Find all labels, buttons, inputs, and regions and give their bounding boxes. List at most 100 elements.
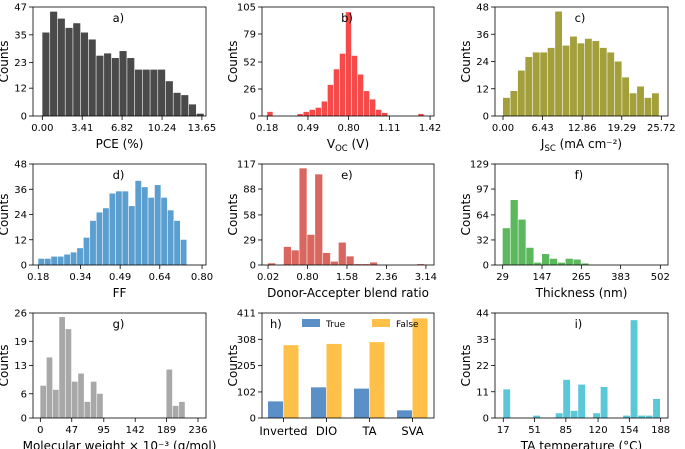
y-tick-label: 58 — [243, 210, 256, 221]
x-axis-label: Thickness (nm) — [535, 286, 628, 300]
chart-a: 0.00 3.41 6.82 10.24 13.65 0 12 23 35 47 a) Counts P… — [0, 3, 216, 152]
histogram-bar — [161, 197, 168, 265]
axes-frame — [494, 6, 669, 117]
histogram-bar — [134, 69, 143, 116]
histogram-bar — [65, 27, 73, 116]
histogram-bar — [502, 228, 510, 265]
y-tick-label: 32 — [476, 235, 489, 246]
histogram-bar — [119, 51, 127, 117]
histogram-bar — [42, 32, 50, 117]
x-tick-label: 17 — [497, 425, 510, 436]
y-tick-label: 19 — [14, 337, 27, 348]
histogram-bar — [142, 69, 150, 116]
y-tick-label: 26 — [243, 85, 256, 96]
histogram-bar — [645, 415, 653, 418]
y-tick-label: 23 — [14, 58, 27, 69]
x-tick-label: 3.41 — [71, 123, 93, 134]
x-tick-label: 51 — [528, 425, 541, 436]
histogram-bar — [299, 168, 307, 265]
histogram-bar — [382, 112, 388, 116]
y-tick-label: 0 — [483, 112, 489, 123]
histogram-bar — [297, 113, 303, 116]
histogram-bar — [174, 220, 181, 265]
histogram-bar — [622, 77, 630, 116]
histogram-bar — [375, 109, 382, 116]
x-tick-label: 142 — [126, 425, 145, 436]
histogram-bar — [180, 239, 187, 265]
histogram-bar — [57, 256, 64, 265]
panel-label: g) — [113, 317, 125, 331]
histogram-bar — [510, 91, 518, 116]
x-tick-label: 120 — [589, 425, 608, 436]
histogram-bar — [526, 247, 534, 265]
x-tick-label: 0 — [37, 425, 43, 436]
histogram-bar — [562, 45, 570, 116]
y-tick-label: 33 — [476, 335, 489, 346]
histogram-bar — [128, 206, 135, 265]
histogram-bar — [599, 47, 607, 117]
legend: True False — [302, 319, 419, 330]
histogram-bar — [565, 258, 573, 265]
histogram-bar — [354, 264, 362, 265]
x-tick-label: 0.80 — [191, 272, 213, 283]
histogram-bar — [555, 11, 562, 116]
x-tick-label: 189 — [157, 425, 176, 436]
panel-label: i) — [575, 317, 583, 331]
histogram-bar — [78, 373, 84, 418]
y-tick-label: 12 — [476, 84, 489, 95]
histogram-bar — [629, 93, 637, 116]
y-tick-label: 24 — [476, 57, 489, 68]
histogram-bar — [73, 23, 81, 117]
y-tick-label: 36 — [14, 185, 27, 196]
y-axis-label: Counts — [0, 345, 11, 387]
chart-h: Inverted DIO TA SVA True False 0 102 205 308 411 h)… — [226, 309, 435, 438]
chart-f: 29 147 265 383 502 0 32 64 97 129 f) Counts Thicknes… — [459, 160, 670, 301]
histogram-bar — [315, 174, 323, 265]
histogram-bar — [111, 58, 119, 116]
y-tick-label: 105 — [237, 3, 256, 14]
histogram-bar — [52, 389, 59, 418]
x-axis-label: VOC (V) — [327, 137, 369, 154]
y-tick-label: 26 — [14, 309, 27, 320]
histogram-bar — [196, 113, 204, 116]
x-tick-label: 188 — [651, 425, 670, 436]
axes-frame — [261, 6, 435, 117]
histogram-bar — [607, 52, 615, 116]
histogram-bar — [653, 398, 660, 418]
histogram-bar — [150, 69, 158, 116]
bar-true — [397, 410, 412, 418]
histogram-bar — [166, 369, 173, 418]
histogram-bar — [59, 317, 65, 418]
histogram-bar — [532, 52, 540, 116]
y-axis-label: Counts — [226, 345, 240, 387]
histogram-bar — [57, 18, 65, 117]
y-tick-label: 13 — [14, 361, 27, 372]
panel-label: h) — [270, 317, 282, 331]
histogram-bar — [44, 258, 51, 265]
x-tick-label: 85 — [559, 425, 572, 436]
histogram-bar — [88, 39, 96, 116]
y-tick-label: 52 — [243, 58, 256, 69]
bar-false — [412, 318, 428, 418]
axes-frame — [32, 163, 207, 266]
x-tick-label: 0.18 — [256, 123, 278, 134]
histogram-bar — [84, 401, 91, 418]
histogram-bar — [267, 111, 273, 116]
histogram-bar — [345, 12, 352, 116]
histogram-bar — [540, 52, 548, 116]
y-axis-label: Counts — [0, 194, 11, 236]
y-tick-label: 11 — [476, 387, 489, 398]
histogram-bar — [338, 242, 346, 265]
bar-false — [369, 342, 385, 418]
histogram-bar — [179, 401, 185, 418]
panel-label: f) — [575, 168, 584, 182]
histogram-bar — [534, 262, 542, 265]
axes-frame — [494, 163, 669, 266]
histogram-bar — [291, 250, 299, 265]
x-tick-label: SVA — [401, 424, 423, 438]
axes-frame — [261, 312, 435, 419]
x-tick-label: TA — [362, 424, 377, 438]
histogram-bar — [600, 386, 608, 418]
panel-label: e) — [341, 168, 353, 182]
y-tick-label: 0 — [21, 112, 27, 123]
